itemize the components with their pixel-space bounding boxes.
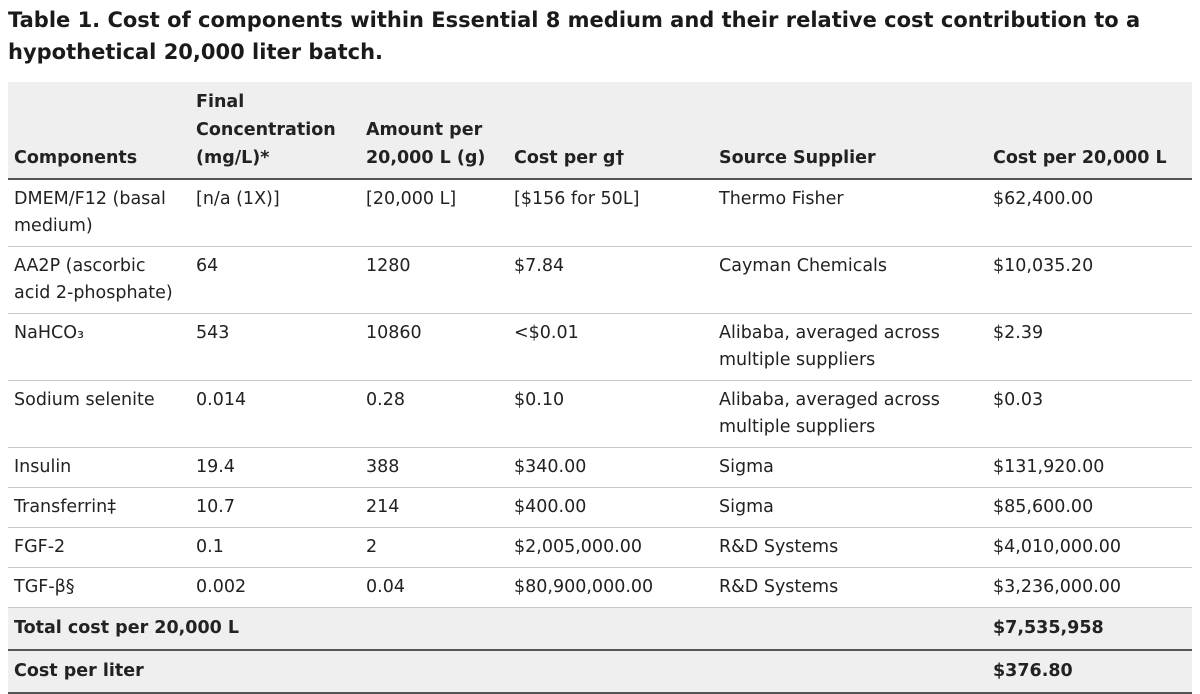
table-cell: [$156 for 50L] bbox=[508, 179, 713, 247]
table-cell: AA2P (ascorbic acid 2-phosphate) bbox=[8, 246, 190, 314]
table-row: AA2P (ascorbic acid 2-phosphate) 64 1280 $7… bbox=[8, 246, 1192, 314]
table-cell: Insulin bbox=[8, 447, 190, 488]
table-cell: $400.00 bbox=[508, 487, 713, 528]
table-row: DMEM/F12 (basal medium) [n/a (1X)] [20,000… bbox=[8, 179, 1192, 247]
column-header-text: Components bbox=[14, 148, 138, 168]
table-cell: $3,236,000.00 bbox=[987, 567, 1192, 608]
table-row: NaHCO₃ 543 10860 <$0.01 Alibaba, averaged ac… bbox=[8, 313, 1192, 381]
table-cell: FGF-2 bbox=[8, 527, 190, 568]
table-cell: $131,920.00 bbox=[987, 447, 1192, 488]
total-value: $7,535,958 bbox=[987, 607, 1192, 651]
total-value: $376.80 bbox=[987, 650, 1192, 694]
table-cell: 64 bbox=[190, 246, 360, 314]
table-row: TGF-β§ 0.002 0.04 $80,900,000.00 R&D Systems… bbox=[8, 567, 1192, 608]
column-header: Cost per g† bbox=[508, 82, 713, 179]
table-cell: Sodium selenite bbox=[8, 380, 190, 448]
table-cell: 0.002 bbox=[190, 567, 360, 608]
total-row: Cost per liter $376.80 bbox=[8, 650, 1192, 694]
table-cell: $2,005,000.00 bbox=[508, 527, 713, 568]
table-cell: 1280 bbox=[360, 246, 508, 314]
table-cell: 10860 bbox=[360, 313, 508, 381]
table-cell: Alibaba, averaged across multiple suppli… bbox=[713, 380, 987, 448]
table-cell: [n/a (1X)] bbox=[190, 179, 360, 247]
table-cell: 0.1 bbox=[190, 527, 360, 568]
table-body: DMEM/F12 (basal medium) [n/a (1X)] [20,000… bbox=[8, 179, 1192, 694]
total-label: Cost per liter bbox=[8, 650, 987, 694]
table-cell: <$0.01 bbox=[508, 313, 713, 381]
table-cell: 10.7 bbox=[190, 487, 360, 528]
total-row: Total cost per 20,000 L $7,535,958 bbox=[8, 607, 1192, 651]
table-cell: $2.39 bbox=[987, 313, 1192, 381]
table-cell: Transferrin‡ bbox=[8, 487, 190, 528]
table-cell: $10,035.20 bbox=[987, 246, 1192, 314]
table-cell: $85,600.00 bbox=[987, 487, 1192, 528]
column-header-text: Cost per 20,000 L bbox=[993, 148, 1167, 168]
table-cell: R&D Systems bbox=[713, 527, 987, 568]
table-cell: Alibaba, averaged across multiple suppli… bbox=[713, 313, 987, 381]
column-header-text: Final Concentration (mg/L)* bbox=[196, 92, 336, 168]
table-cell: Sigma bbox=[713, 487, 987, 528]
table-title: Table 1. Cost of components within Essen… bbox=[8, 8, 1141, 64]
table-cell: Sigma bbox=[713, 447, 987, 488]
table-cell: $340.00 bbox=[508, 447, 713, 488]
table-cell: 0.28 bbox=[360, 380, 508, 448]
table-cell: $80,900,000.00 bbox=[508, 567, 713, 608]
column-header: Cost per 20,000 L bbox=[987, 82, 1192, 179]
table-cell: 0.04 bbox=[360, 567, 508, 608]
table-cell: 543 bbox=[190, 313, 360, 381]
column-header-text: Source Supplier bbox=[719, 148, 876, 168]
column-header-text: Cost per g† bbox=[514, 148, 625, 168]
column-header: Components bbox=[8, 82, 190, 179]
table-cell: 0.014 bbox=[190, 380, 360, 448]
table-cell: $62,400.00 bbox=[987, 179, 1192, 247]
table-cell: 388 bbox=[360, 447, 508, 488]
table-cell: 214 bbox=[360, 487, 508, 528]
table-cell: $0.10 bbox=[508, 380, 713, 448]
table-row: Sodium selenite 0.014 0.28 $0.10 Alibaba, av… bbox=[8, 380, 1192, 448]
column-header: Final Concentration (mg/L)* bbox=[190, 82, 360, 179]
table-cell: 19.4 bbox=[190, 447, 360, 488]
table-row: Insulin 19.4 388 $340.00 Sigma $131,920.00 bbox=[8, 447, 1192, 488]
table-cell: $0.03 bbox=[987, 380, 1192, 448]
table-row: Transferrin‡ 10.7 214 $400.00 Sigma $85,600.0… bbox=[8, 487, 1192, 528]
table-cell: DMEM/F12 (basal medium) bbox=[8, 179, 190, 247]
table-cell: Cayman Chemicals bbox=[713, 246, 987, 314]
table-cell: $4,010,000.00 bbox=[987, 527, 1192, 568]
header-row: Components Final Concentration (mg/L)* Amo… bbox=[8, 82, 1192, 179]
table-cell: NaHCO₃ bbox=[8, 313, 190, 381]
table-cell: [20,000 L] bbox=[360, 179, 508, 247]
table-cell: R&D Systems bbox=[713, 567, 987, 608]
column-header: Source Supplier bbox=[713, 82, 987, 179]
column-header: Amount per 20,000 L (g) bbox=[360, 82, 508, 179]
table-cell: TGF-β§ bbox=[8, 567, 190, 608]
table-row: FGF-2 0.1 2 $2,005,000.00 R&D Systems $4,010,… bbox=[8, 527, 1192, 568]
cost-table: Components Final Concentration (mg/L)* Amo… bbox=[8, 82, 1192, 694]
total-label: Total cost per 20,000 L bbox=[8, 607, 987, 651]
table-cell: 2 bbox=[360, 527, 508, 568]
column-header-text: Amount per 20,000 L (g) bbox=[366, 120, 486, 168]
table-cell: Thermo Fisher bbox=[713, 179, 987, 247]
table-cell: $7.84 bbox=[508, 246, 713, 314]
